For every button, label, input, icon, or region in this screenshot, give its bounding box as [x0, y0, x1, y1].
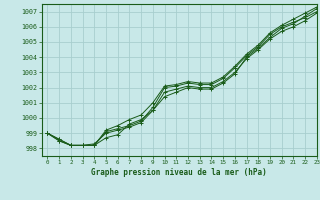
X-axis label: Graphe pression niveau de la mer (hPa): Graphe pression niveau de la mer (hPa) — [91, 168, 267, 177]
